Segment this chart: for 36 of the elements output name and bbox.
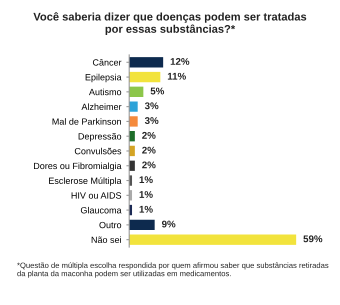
data-label: 5% <box>150 88 164 94</box>
data-label: 2% <box>142 132 156 139</box>
y-tick-label: Epilepsia <box>86 74 122 82</box>
bar <box>129 86 144 98</box>
data-label: 2% <box>142 146 156 154</box>
y-tick-label: Esclerose Múltipla <box>49 177 122 186</box>
y-tick-label: Convulsões <box>74 148 122 154</box>
data-label: 9% <box>162 220 176 228</box>
bar <box>129 116 138 127</box>
chart-title: Você saberia dizer que doenças podem ser tratadas por essas substâncias?* <box>33 12 306 36</box>
y-tick-label: Depressão <box>78 132 122 142</box>
bar <box>129 101 138 112</box>
y-tick-label: HIV ou AIDS <box>72 192 122 199</box>
y-tick-label: Alzheimer <box>81 103 122 110</box>
bar <box>129 72 160 82</box>
data-label: 3% <box>144 117 158 124</box>
y-tick-label: Não sei <box>92 236 121 244</box>
y-tick-label: Autismo <box>88 88 122 96</box>
bar <box>129 160 135 171</box>
y-tick-label: Outro <box>99 222 122 228</box>
y-tick-label: Glaucoma <box>80 206 122 214</box>
y-tick-label: Dores ou Fibromialgia <box>34 162 122 171</box>
y-tick-label: Mal de Parkinson <box>52 118 121 125</box>
data-label: 2% <box>142 161 156 168</box>
bar <box>129 234 296 245</box>
data-label: 1% <box>140 191 153 198</box>
data-label: 59% <box>303 235 322 242</box>
y-tick-label: Câncer <box>92 58 122 66</box>
data-label: 1% <box>140 176 153 184</box>
data-label: 1% <box>140 206 153 213</box>
data-label: 12% <box>170 58 190 65</box>
bar <box>129 220 155 230</box>
bar <box>129 131 135 142</box>
data-label: 11% <box>168 72 186 80</box>
bar <box>129 57 164 68</box>
data-label: 3% <box>144 102 158 110</box>
